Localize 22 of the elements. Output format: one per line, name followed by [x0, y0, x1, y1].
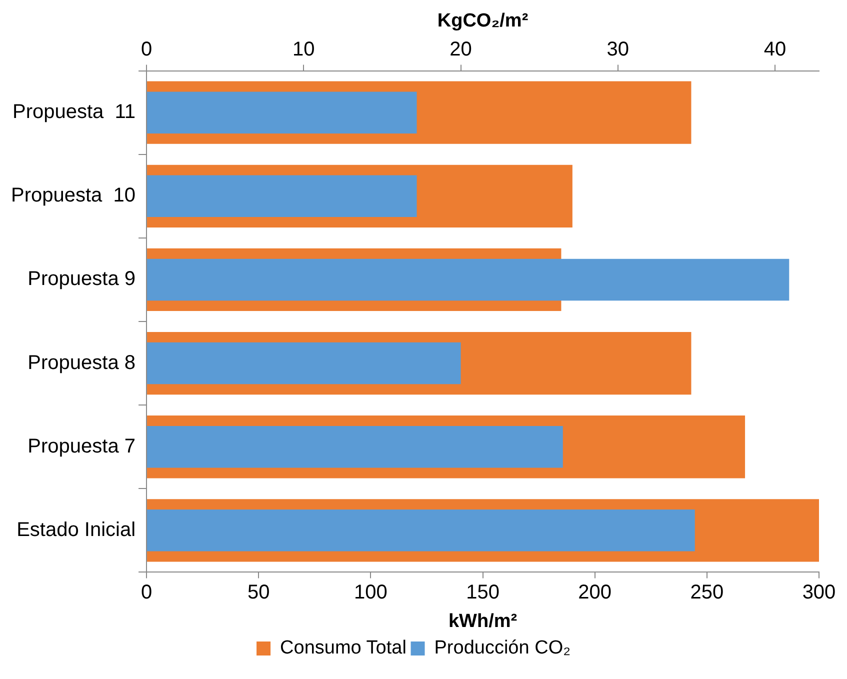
- legend-label: Producción CO₂: [434, 638, 570, 659]
- y-tick-label: Propuesta 9: [28, 268, 136, 290]
- y-tick-label: Propuesta 8: [28, 352, 136, 374]
- x-tick-label: 300: [802, 582, 836, 604]
- legend-label: Consumo Total: [280, 638, 406, 659]
- x2-axis-title: KgCO₂/m²: [437, 10, 528, 32]
- x-tick-label: 0: [140, 582, 152, 604]
- x2-tick-label: 10: [292, 38, 315, 60]
- x2-tick-label: 30: [606, 38, 630, 60]
- y-tick-label: Estado Inicial: [16, 518, 136, 541]
- y-tick-label: Propuesta 7: [28, 435, 136, 458]
- x-tick-label: 200: [578, 582, 612, 604]
- x2-tick-label: 40: [764, 38, 786, 60]
- x2-tick-label: 0: [140, 38, 152, 60]
- y-tick-label: Propuesta 11: [12, 101, 136, 124]
- x-tick-label: 50: [247, 582, 270, 604]
- x-tick-label: 250: [690, 582, 724, 604]
- x2-tick-label: 20: [450, 38, 472, 60]
- x-tick-label: 150: [466, 582, 500, 604]
- y-tick-label: Propuesta 10: [11, 184, 136, 207]
- x-axis-title: kWh/m²: [448, 610, 518, 632]
- x-tick-label: 100: [354, 582, 388, 604]
